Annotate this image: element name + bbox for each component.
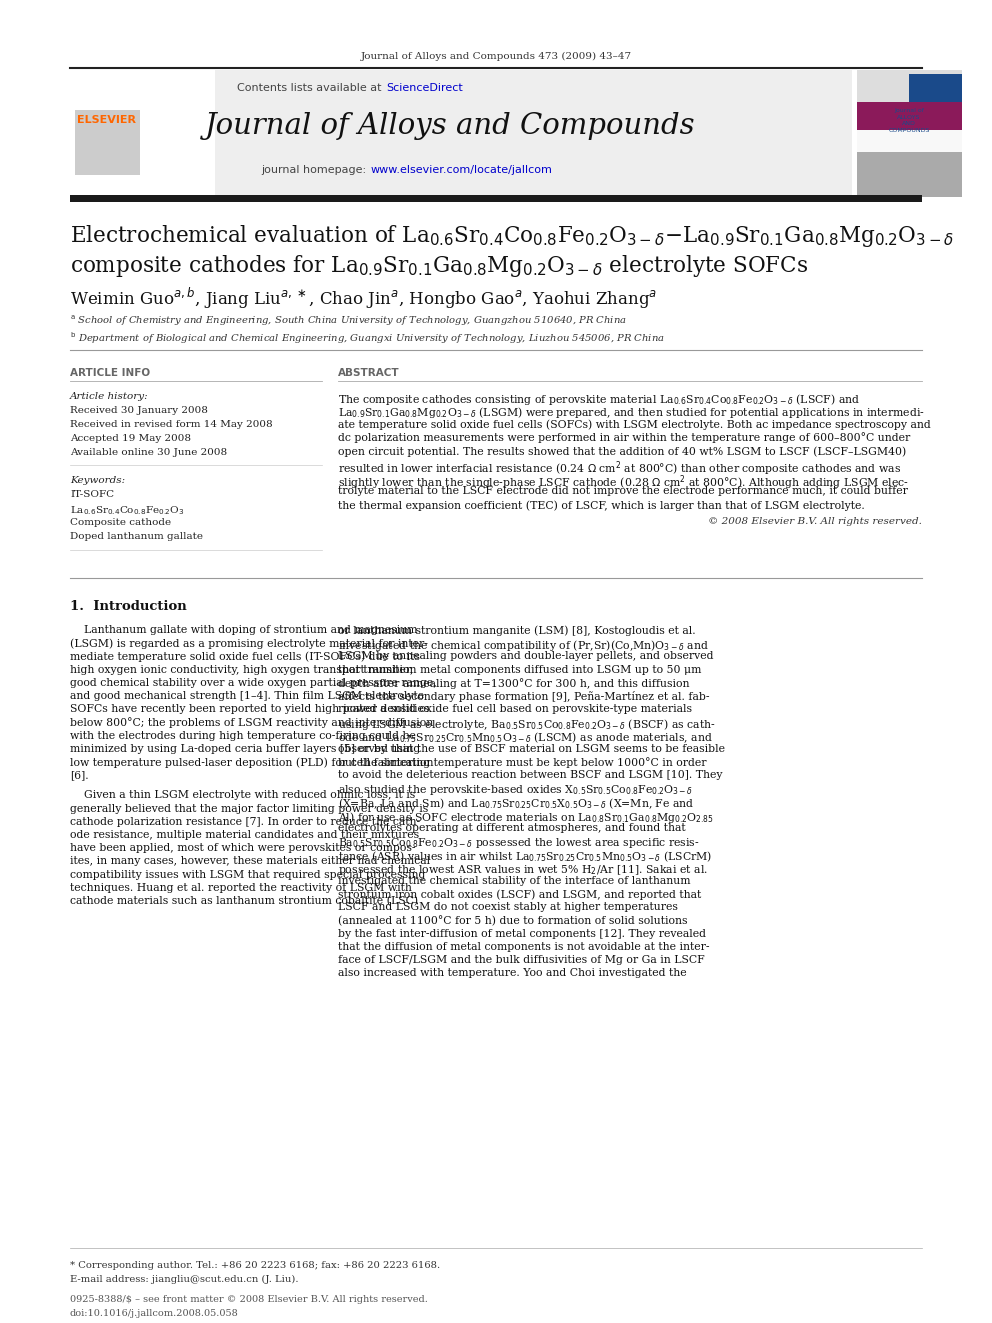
Bar	[70, 70, 852, 197]
Text: ELSEVIER: ELSEVIER	[77, 115, 137, 124]
Text: The composite cathodes consisting of perovskite material La$_{0.6}$Sr$_{0.4}$Co$: The composite cathodes consisting of per…	[338, 392, 860, 407]
Text: investigated the chemical stability of the interface of lanthanum: investigated the chemical stability of t…	[338, 876, 690, 886]
Text: dc polarization measurements were performed in air within the temperature range : dc polarization measurements were perfor…	[338, 433, 911, 443]
Bar	[857, 102, 962, 152]
Text: tance (ASR) values in air whilst La$_{0.75}$Sr$_{0.25}$Cr$_{0.5}$Mn$_{0.5}$O$_{3: tance (ASR) values in air whilst La$_{0.…	[338, 849, 712, 864]
Text: Contents lists available at: Contents lists available at	[237, 83, 385, 93]
Text: LSGM by annealing powders and double-layer pellets, and observed: LSGM by annealing powders and double-lay…	[338, 651, 713, 662]
Text: [6].: [6].	[70, 770, 88, 781]
Text: or lanthanum strontium manganite (LSM) [8], Kostogloudis et al.: or lanthanum strontium manganite (LSM) […	[338, 624, 695, 635]
Text: minimized by using La-doped ceria buffer layers [5] or by using: minimized by using La-doped ceria buffer…	[70, 744, 421, 754]
Text: techniques. Huang et al. reported the reactivity of LSGM with: techniques. Huang et al. reported the re…	[70, 882, 412, 893]
Text: with the electrodes during high temperature co-firing could be: with the electrodes during high temperat…	[70, 730, 416, 741]
Text: and good mechanical strength [1–4]. Thin film LSGM electrolyte: and good mechanical strength [1–4]. Thin…	[70, 691, 425, 701]
Text: resulted in lower interfacial resistance (0.24 $\Omega$ cm$^2$ at 800°C) than ot: resulted in lower interfacial resistance…	[338, 459, 901, 478]
Text: Journal of Alloys and Compounds: Journal of Alloys and Compounds	[204, 112, 695, 140]
Text: © 2008 Elsevier B.V. All rights reserved.: © 2008 Elsevier B.V. All rights reserved…	[708, 517, 922, 527]
Text: Keywords:: Keywords:	[70, 476, 125, 486]
Text: compatibility issues with LSGM that required special processing: compatibility issues with LSGM that requ…	[70, 869, 426, 880]
Text: that transition metal components diffused into LSGM up to 50 μm: that transition metal components diffuse…	[338, 664, 701, 675]
Text: 0925-8388/$ – see front matter © 2008 Elsevier B.V. All rights reserved.: 0925-8388/$ – see front matter © 2008 El…	[70, 1295, 428, 1304]
Text: LSCF and LSGM do not coexist stably at higher temperatures: LSCF and LSGM do not coexist stably at h…	[338, 902, 678, 912]
Text: Received 30 January 2008: Received 30 January 2008	[70, 406, 208, 415]
Text: Journal of
ALLOYS
AND
COMPOUNDS: Journal of ALLOYS AND COMPOUNDS	[888, 108, 930, 132]
Text: generally believed that the major factor limiting power density is: generally believed that the major factor…	[70, 803, 429, 814]
Text: Electrochemical evaluation of La$_{0.6}$Sr$_{0.4}$Co$_{0.8}$Fe$_{0.2}$O$_{3-\del: Electrochemical evaluation of La$_{0.6}$…	[70, 224, 954, 249]
Text: 1.  Introduction: 1. Introduction	[70, 601, 186, 613]
Text: to avoid the deleterious reaction between BSCF and LSGM [10]. They: to avoid the deleterious reaction betwee…	[338, 770, 722, 781]
Text: cathode materials such as lanthanum strontium cobaltite (LSC): cathode materials such as lanthanum stro…	[70, 896, 418, 906]
Text: high oxygen ionic conductivity, high oxygen transport number,: high oxygen ionic conductivity, high oxy…	[70, 664, 414, 675]
Text: possessed the lowest ASR values in wet 5% H$_2$/Ar [11]. Sakai et al.: possessed the lowest ASR values in wet 5…	[338, 863, 708, 877]
Text: La$_{0.6}$Sr$_{0.4}$Co$_{0.8}$Fe$_{0.2}$O$_3$: La$_{0.6}$Sr$_{0.4}$Co$_{0.8}$Fe$_{0.2}$…	[70, 504, 185, 517]
Text: (annealed at 1100°C for 5 h) due to formation of solid solutions: (annealed at 1100°C for 5 h) due to form…	[338, 916, 687, 926]
Text: Weimin Guo$^{a,b}$, Jiang Liu$^{a,\ast}$, Chao Jin$^{a}$, Hongbo Gao$^{a}$, Yaoh: Weimin Guo$^{a,b}$, Jiang Liu$^{a,\ast}$…	[70, 286, 658, 311]
Bar	[70, 194, 922, 202]
Bar	[70, 70, 215, 197]
Text: Al) for use as SOFC electrode materials on La$_{0.8}$Sr$_{0.1}$Ga$_{0.8}$Mg$_{0.: Al) for use as SOFC electrode materials …	[338, 810, 714, 824]
Text: Accepted 19 May 2008: Accepted 19 May 2008	[70, 434, 191, 443]
Bar	[857, 70, 962, 197]
Text: Given a thin LSGM electrolyte with reduced ohmic loss, it is: Given a thin LSGM electrolyte with reduc…	[70, 790, 416, 800]
Text: Doped lanthanum gallate: Doped lanthanum gallate	[70, 532, 203, 541]
Text: Ba$_{0.5}$Sr$_{0.5}$Co$_{0.8}$Fe$_{0.2}$O$_{3-\delta}$ possessed the lowest area: Ba$_{0.5}$Sr$_{0.5}$Co$_{0.8}$Fe$_{0.2}$…	[338, 836, 699, 851]
Text: mediate temperature solid oxide fuel cells (IT-SOFCs) due to its: mediate temperature solid oxide fuel cel…	[70, 651, 420, 662]
Text: ode and La$_{0.75}$Sr$_{0.25}$Cr$_{0.5}$Mn$_{0.5}$O$_{3-\delta}$ (LSCM) as anode: ode and La$_{0.75}$Sr$_{0.25}$Cr$_{0.5}$…	[338, 730, 713, 745]
Text: slightly lower than the single-phase LSCF cathode (0.28 $\Omega$ cm$^2$ at 800°C: slightly lower than the single-phase LSC…	[338, 474, 909, 492]
Text: the thermal expansion coefficient (TEC) of LSCF, which is larger than that of LS: the thermal expansion coefficient (TEC) …	[338, 500, 865, 511]
Text: investigated the chemical compatibility of (Pr,Sr)(Co,Mn)O$_{3-\delta}$ and: investigated the chemical compatibility …	[338, 638, 708, 654]
Text: using LSGM as electrolyte, Ba$_{0.5}$Sr$_{0.5}$Co$_{0.8}$Fe$_{0.2}$O$_{3-\delta}: using LSGM as electrolyte, Ba$_{0.5}$Sr$…	[338, 717, 716, 733]
Text: IT-SOFC: IT-SOFC	[70, 490, 114, 499]
Text: but the sintering temperature must be kept below 1000°C in order: but the sintering temperature must be ke…	[338, 757, 706, 767]
Text: cathode polarization resistance [7]. In order to reduce the cath-: cathode polarization resistance [7]. In …	[70, 816, 421, 827]
Text: Article history:: Article history:	[70, 392, 149, 401]
Text: observed that the use of BSCF material on LSGM seems to be feasible: observed that the use of BSCF material o…	[338, 744, 725, 754]
Text: that the diffusion of metal components is not avoidable at the inter-: that the diffusion of metal components i…	[338, 942, 709, 951]
Text: Composite cathode: Composite cathode	[70, 519, 172, 527]
Text: ScienceDirect: ScienceDirect	[386, 83, 462, 93]
Text: doi:10.1016/j.jallcom.2008.05.058: doi:10.1016/j.jallcom.2008.05.058	[70, 1308, 239, 1318]
Text: E-mail address: jiangliu@scut.edu.cn (J. Liu).: E-mail address: jiangliu@scut.edu.cn (J.…	[70, 1275, 299, 1285]
Text: electrolytes operating at different atmospheres, and found that: electrolytes operating at different atmo…	[338, 823, 685, 833]
Text: below 800°C; the problems of LSGM reactivity and inter-diffusion: below 800°C; the problems of LSGM reacti…	[70, 717, 434, 728]
Text: Received in revised form 14 May 2008: Received in revised form 14 May 2008	[70, 419, 273, 429]
Text: $^{\rm b}$ Department of Biological and Chemical Engineering, Guangxi University: $^{\rm b}$ Department of Biological and …	[70, 329, 665, 345]
Text: have been applied, most of which were perovskites or compos-: have been applied, most of which were pe…	[70, 843, 416, 853]
Text: ate temperature solid oxide fuel cells (SOFCs) with LSGM electrolyte. Both ac im: ate temperature solid oxide fuel cells (…	[338, 419, 930, 430]
Bar	[857, 102, 962, 130]
Text: Available online 30 June 2008: Available online 30 June 2008	[70, 448, 227, 456]
Text: ricated a solid oxide fuel cell based on perovskite-type materials: ricated a solid oxide fuel cell based on…	[338, 704, 692, 714]
Text: face of LSCF/LSGM and the bulk diffusivities of Mg or Ga in LSCF: face of LSCF/LSGM and the bulk diffusivi…	[338, 955, 704, 964]
Bar	[857, 152, 962, 197]
Bar	[909, 74, 962, 102]
Text: affects the secondary phase formation [9], Peña-Martínez et al. fab-: affects the secondary phase formation [9…	[338, 691, 709, 703]
Text: strontium iron cobalt oxides (LSCF) and LSGM, and reported that: strontium iron cobalt oxides (LSCF) and …	[338, 889, 701, 900]
Text: ode resistance, multiple material candidates and their mixtures: ode resistance, multiple material candid…	[70, 830, 420, 840]
Text: trolyte material to the LSCF electrode did not improve the electrode performance: trolyte material to the LSCF electrode d…	[338, 487, 908, 496]
Text: composite cathodes for La$_{0.9}$Sr$_{0.1}$Ga$_{0.8}$Mg$_{0.2}$O$_{3-\delta}$ el: composite cathodes for La$_{0.9}$Sr$_{0.…	[70, 253, 808, 279]
Text: ABSTRACT: ABSTRACT	[338, 368, 400, 378]
Text: low temperature pulsed-laser deposition (PLD) for cell fabrication: low temperature pulsed-laser deposition …	[70, 757, 434, 767]
Text: (LSGM) is regarded as a promising electrolyte material for inter-: (LSGM) is regarded as a promising electr…	[70, 638, 428, 648]
Text: * Corresponding author. Tel.: +86 20 2223 6168; fax: +86 20 2223 6168.: * Corresponding author. Tel.: +86 20 222…	[70, 1261, 440, 1270]
Text: (X=Ba, La and Sm) and La$_{0.75}$Sr$_{0.25}$Cr$_{0.5}$X$_{0.5}$O$_{3-\delta}$ (X: (X=Ba, La and Sm) and La$_{0.75}$Sr$_{0.…	[338, 796, 694, 811]
Text: La$_{0.9}$Sr$_{0.1}$Ga$_{0.8}$Mg$_{0.2}$O$_{3-\delta}$ (LSGM) were prepared, and: La$_{0.9}$Sr$_{0.1}$Ga$_{0.8}$Mg$_{0.2}$…	[338, 406, 925, 421]
Text: also increased with temperature. Yoo and Choi investigated the: also increased with temperature. Yoo and…	[338, 968, 686, 978]
Text: ARTICLE INFO: ARTICLE INFO	[70, 368, 150, 378]
Text: SOFCs have recently been reported to yield high power densities: SOFCs have recently been reported to yie…	[70, 704, 430, 714]
Text: www.elsevier.com/locate/jallcom: www.elsevier.com/locate/jallcom	[371, 165, 553, 175]
Text: $^{\rm a}$ School of Chemistry and Engineering, South China University of Techno: $^{\rm a}$ School of Chemistry and Engin…	[70, 314, 627, 328]
Text: journal homepage:: journal homepage:	[261, 165, 370, 175]
Text: by the fast inter-diffusion of metal components [12]. They revealed: by the fast inter-diffusion of metal com…	[338, 929, 706, 938]
Text: Lanthanum gallate with doping of strontium and magnesium: Lanthanum gallate with doping of stronti…	[70, 624, 418, 635]
Text: Journal of Alloys and Compounds 473 (2009) 43–47: Journal of Alloys and Compounds 473 (200…	[360, 52, 632, 61]
Text: also studied the perovskite-based oxides X$_{0.5}$Sr$_{0.5}$Co$_{0.8}$Fe$_{0.2}$: also studied the perovskite-based oxides…	[338, 783, 693, 798]
Text: good chemical stability over a wide oxygen partial pressure range,: good chemical stability over a wide oxyg…	[70, 677, 436, 688]
Text: depth after annealing at T=1300°C for 300 h, and this diffusion: depth after annealing at T=1300°C for 30…	[338, 677, 689, 689]
Text: ites, in many cases, however, these materials either had chemical: ites, in many cases, however, these mate…	[70, 856, 431, 867]
Text: open circuit potential. The results showed that the addition of 40 wt% LSGM to L: open circuit potential. The results show…	[338, 446, 907, 456]
Bar	[75, 110, 140, 175]
